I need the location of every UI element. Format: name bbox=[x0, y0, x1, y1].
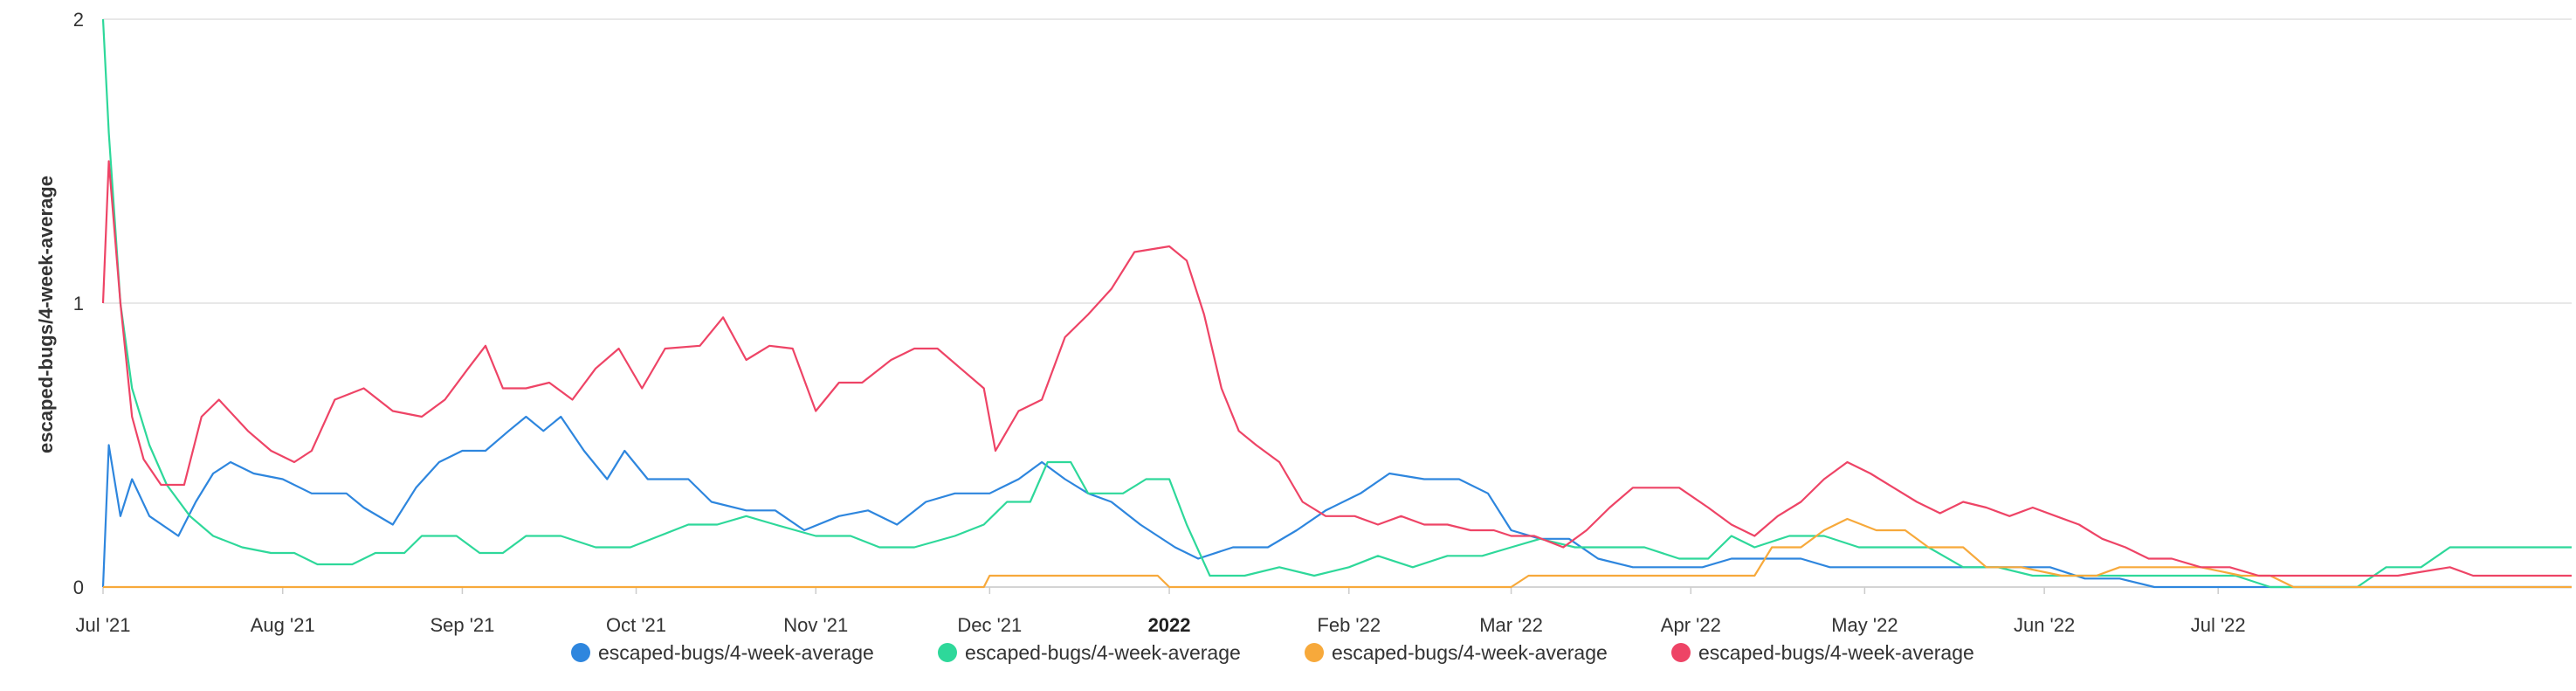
gridlines bbox=[103, 18, 2572, 588]
x-tick-label: Feb '22 bbox=[1317, 614, 1381, 636]
x-tick-label: Jul '21 bbox=[76, 614, 131, 636]
legend-swatch bbox=[938, 643, 957, 662]
x-tick-label: Jun '22 bbox=[2014, 614, 2075, 636]
x-tick-label: May '22 bbox=[1831, 614, 1898, 636]
legend-label: escaped-bugs/4-week-average bbox=[965, 641, 1241, 664]
x-tick-label: Apr '22 bbox=[1661, 614, 1721, 636]
x-tick-label: Mar '22 bbox=[1479, 614, 1543, 636]
x-tick-label: Jul '22 bbox=[2191, 614, 2246, 636]
legend-swatch bbox=[1305, 643, 1324, 662]
legend-item[interactable]: escaped-bugs/4-week-average bbox=[571, 641, 874, 664]
x-tick-label: Sep '21 bbox=[430, 614, 494, 636]
legend-label: escaped-bugs/4-week-average bbox=[1332, 641, 1608, 664]
series-line-3[interactable] bbox=[103, 517, 2572, 589]
legend: escaped-bugs/4-week-average escaped-bugs/… bbox=[571, 641, 1974, 664]
x-tick-label: Dec '21 bbox=[957, 614, 1022, 636]
legend-item[interactable]: escaped-bugs/4-week-average bbox=[1671, 641, 1974, 664]
x-tick-label: Nov '21 bbox=[783, 614, 848, 636]
series-line-1[interactable] bbox=[101, 415, 2572, 589]
x-tick-label: Aug '21 bbox=[251, 614, 315, 636]
x-tick-label: Oct '21 bbox=[606, 614, 666, 636]
legend-item[interactable]: escaped-bugs/4-week-average bbox=[1305, 641, 1608, 664]
legend-swatch bbox=[571, 643, 590, 662]
y-tick-label: 1 bbox=[73, 293, 84, 314]
legend-label: escaped-bugs/4-week-average bbox=[598, 641, 874, 664]
y-axis-label: escaped-bugs/4-week-average bbox=[35, 176, 57, 453]
series-lines bbox=[101, 18, 2572, 589]
legend-item[interactable]: escaped-bugs/4-week-average bbox=[938, 641, 1241, 664]
y-tick-label: 2 bbox=[73, 9, 84, 31]
series-line-2[interactable] bbox=[101, 18, 2572, 589]
y-tick-label: 0 bbox=[73, 577, 84, 598]
legend-label: escaped-bugs/4-week-average bbox=[1698, 641, 1974, 664]
x-tick-label: 2022 bbox=[1148, 614, 1191, 636]
legend-swatch bbox=[1671, 643, 1691, 662]
series-line-4[interactable] bbox=[101, 160, 2572, 577]
axes: 0 1 2 Jul '21 Aug '21 Sep '21 Oct '21 Nov '21 De… bbox=[73, 9, 2572, 636]
